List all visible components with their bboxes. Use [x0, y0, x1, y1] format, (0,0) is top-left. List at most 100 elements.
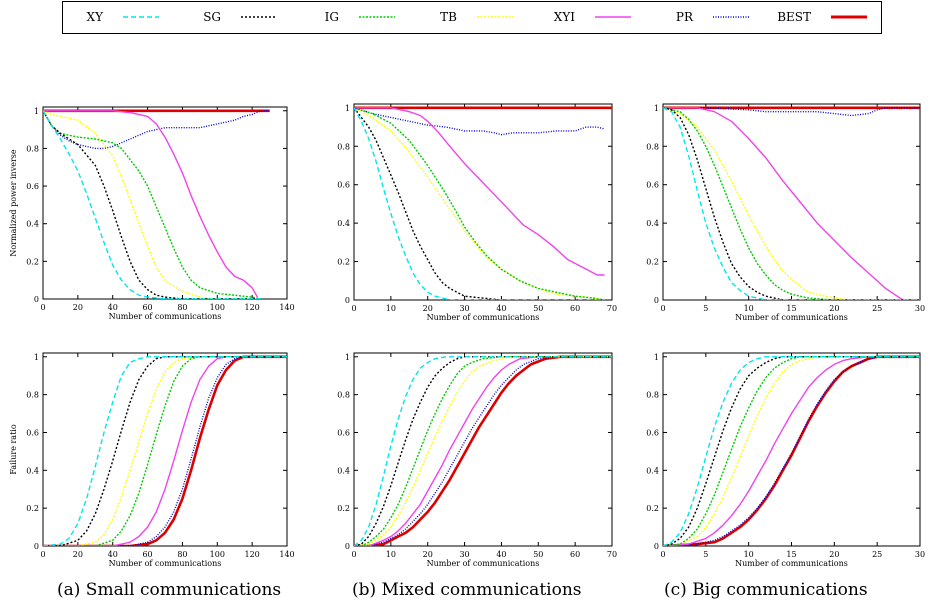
- chart-failure-small: 0 20 40 60 80 100 120 140 0 0.2 0.4 0.6 0.8 1 Number o…: [9, 352, 295, 568]
- y-tick-label: 0.8: [26, 144, 39, 153]
- series-xy: [663, 107, 920, 300]
- y-tick-label: 1: [34, 107, 39, 116]
- x-tick-label: 40: [496, 550, 506, 559]
- series-xyi: [354, 356, 612, 546]
- y-tick-label: 0.8: [26, 391, 39, 400]
- x-tick-label: 5: [703, 550, 708, 559]
- y-tick-label: 0: [345, 296, 350, 305]
- y-tick-label: 0.4: [26, 220, 39, 229]
- legend-label: BEST: [777, 10, 811, 24]
- x-tick-label: 20: [73, 550, 83, 559]
- legend-swatch: [241, 16, 277, 18]
- x-tick-label: 80: [177, 303, 187, 312]
- y-tick-label: 0: [34, 295, 39, 304]
- x-tick-label: 25: [872, 304, 882, 313]
- x-tick-label: 10: [744, 550, 754, 559]
- x-tick-label: 10: [744, 304, 754, 313]
- y-tick-label: 1: [34, 353, 39, 362]
- x-tick-label: 30: [459, 304, 469, 313]
- y-tick-label: 0.2: [646, 258, 659, 267]
- x-tick-label: 40: [108, 303, 118, 312]
- series-pr: [354, 356, 612, 546]
- x-tick-label: 0: [40, 303, 45, 312]
- series-pr: [43, 110, 270, 150]
- x-tick-label: 20: [423, 550, 433, 559]
- series-xyi: [663, 356, 920, 546]
- series-tb: [354, 356, 612, 546]
- x-tick-label: 80: [177, 550, 187, 559]
- legend-label: PR: [675, 10, 693, 24]
- y-tick-label: 0.8: [646, 142, 659, 151]
- series-sg: [43, 110, 261, 299]
- plot-frame: [662, 103, 921, 301]
- y-tick-label: 0.2: [646, 504, 659, 513]
- legend-swatch: [477, 16, 513, 18]
- plot-frame: [353, 352, 613, 547]
- x-axis-label: Number of communications: [735, 559, 848, 568]
- series-tb: [43, 110, 261, 299]
- x-tick-label: 120: [245, 550, 260, 559]
- y-tick-label: 1: [654, 104, 659, 113]
- x-tick-label: 30: [915, 304, 925, 313]
- series-ig: [354, 107, 605, 300]
- series-ig: [354, 356, 612, 546]
- y-tick-label: 1: [345, 104, 350, 113]
- y-tick-label: 0.4: [337, 219, 350, 228]
- x-tick-label: 25: [872, 550, 882, 559]
- x-tick-label: 60: [570, 304, 580, 313]
- y-tick-label: 0.2: [337, 258, 350, 267]
- chart-failure-mixed: 0 10 20 30 40 50 60 70 0 0.2 0.4 0.6 0.8 1 Number of c…: [337, 352, 617, 568]
- chart-power-small: 0 20 40 60 80 100 120 140 0 0.2 0.4 0.6 0.8 1 Number o…: [9, 106, 295, 321]
- series-sg: [354, 356, 612, 546]
- x-tick-label: 60: [570, 550, 580, 559]
- y-tick-label: 0.2: [26, 257, 39, 266]
- x-tick-label: 60: [142, 550, 152, 559]
- x-tick-label: 60: [142, 303, 152, 312]
- x-tick-label: 10: [386, 304, 396, 313]
- x-tick-label: 50: [533, 304, 543, 313]
- series-xy: [43, 356, 287, 546]
- y-tick-label: 0.6: [646, 428, 659, 437]
- y-axis-label: Failure ratio: [9, 424, 18, 475]
- y-tick-label: 0.8: [337, 142, 350, 151]
- plot-frame: [42, 106, 288, 300]
- series-xyi: [663, 107, 904, 300]
- x-tick-label: 140: [279, 550, 294, 559]
- x-tick-label: 15: [786, 550, 796, 559]
- x-axis-label: Number of communications: [109, 312, 222, 321]
- legend-label: XYI: [553, 10, 575, 24]
- x-tick-label: 40: [108, 550, 118, 559]
- series-xy: [354, 107, 605, 300]
- legend-label: XY: [86, 10, 103, 24]
- legend-item-sg: SG: [181, 2, 299, 33]
- x-axis-label: Number of communications: [735, 313, 848, 322]
- x-tick-label: 15: [786, 304, 796, 313]
- y-tick-label: 0.6: [337, 428, 350, 437]
- x-tick-label: 40: [496, 304, 506, 313]
- y-tick-label: 0: [34, 542, 39, 551]
- legend-item-ig: IG: [299, 2, 417, 33]
- plot-frame: [662, 352, 921, 547]
- legend-label: SG: [203, 10, 221, 24]
- x-tick-label: 0: [351, 304, 356, 313]
- x-tick-label: 0: [660, 550, 665, 559]
- x-tick-label: 100: [210, 550, 225, 559]
- x-tick-label: 20: [829, 304, 839, 313]
- legend-item-pr: PR: [653, 2, 771, 33]
- x-tick-label: 70: [607, 550, 617, 559]
- x-tick-label: 10: [386, 550, 396, 559]
- series-best: [663, 355, 920, 546]
- x-tick-label: 30: [459, 550, 469, 559]
- series-xy: [354, 356, 612, 546]
- y-tick-label: 0.6: [337, 181, 350, 190]
- series-sg: [43, 356, 287, 546]
- x-tick-label: 120: [245, 303, 260, 312]
- series-ig: [43, 110, 262, 299]
- x-tick-label: 30: [915, 550, 925, 559]
- legend-label: IG: [324, 10, 339, 24]
- y-tick-label: 0.2: [337, 504, 350, 513]
- chart-power-mixed: 0 10 20 30 40 50 60 70 0 0.2 0.4 0.6 0.8 1 Number of c…: [337, 103, 617, 322]
- y-tick-label: 1: [654, 353, 659, 362]
- x-tick-label: 50: [533, 550, 543, 559]
